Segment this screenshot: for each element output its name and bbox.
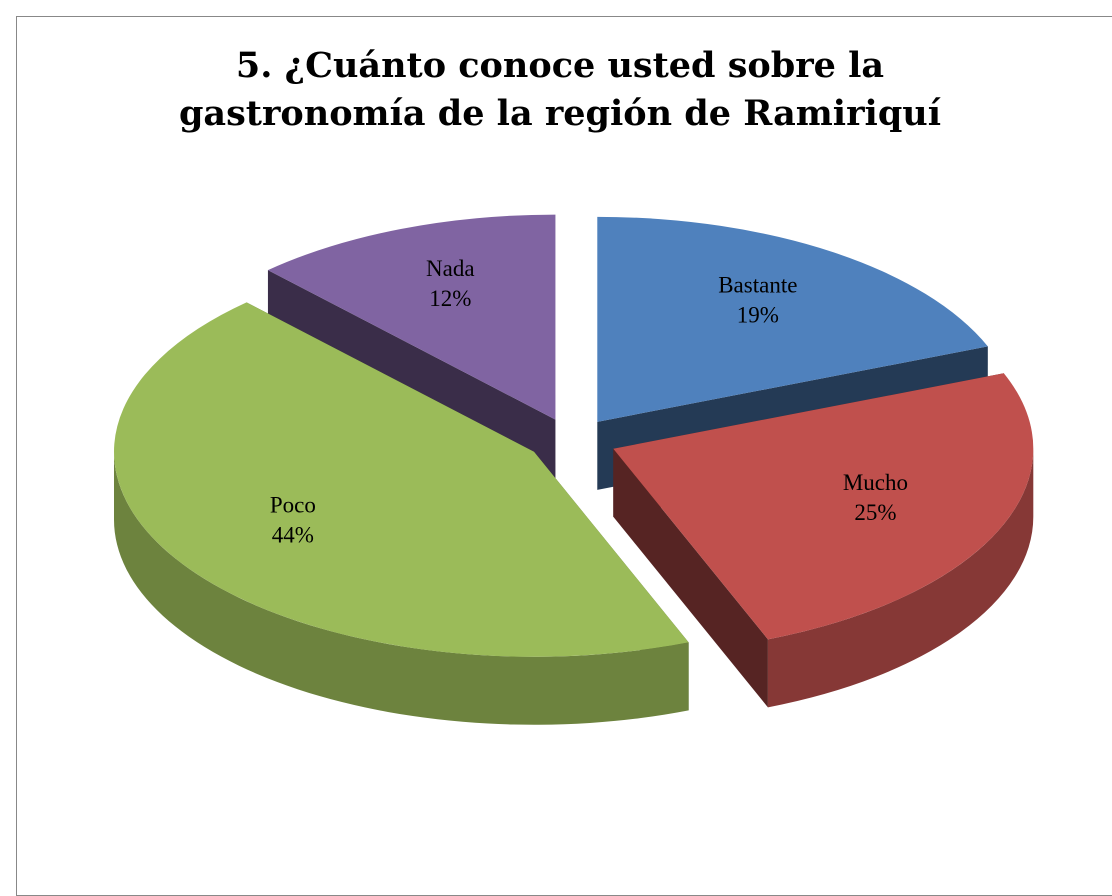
slice (613, 373, 1034, 708)
slice-top (597, 216, 988, 422)
slice-wall (767, 448, 1034, 708)
slice-side (613, 448, 768, 708)
category-label: Poco (270, 492, 316, 517)
category-label: Bastante (718, 273, 797, 298)
category-label: Nada (426, 256, 475, 281)
category-label: Mucho (843, 470, 908, 495)
chart-title: 5. ¿Cuánto conoce usted sobre la gastron… (178, 45, 942, 134)
slice-top (114, 302, 689, 657)
value-label: 25% (854, 500, 896, 525)
slice-wall (114, 451, 689, 725)
value-label: 19% (737, 303, 779, 328)
slice-top (613, 373, 1034, 640)
value-label: 12% (429, 286, 471, 311)
value-label: 44% (272, 522, 314, 547)
slice (114, 302, 689, 725)
slice-top (267, 214, 556, 420)
